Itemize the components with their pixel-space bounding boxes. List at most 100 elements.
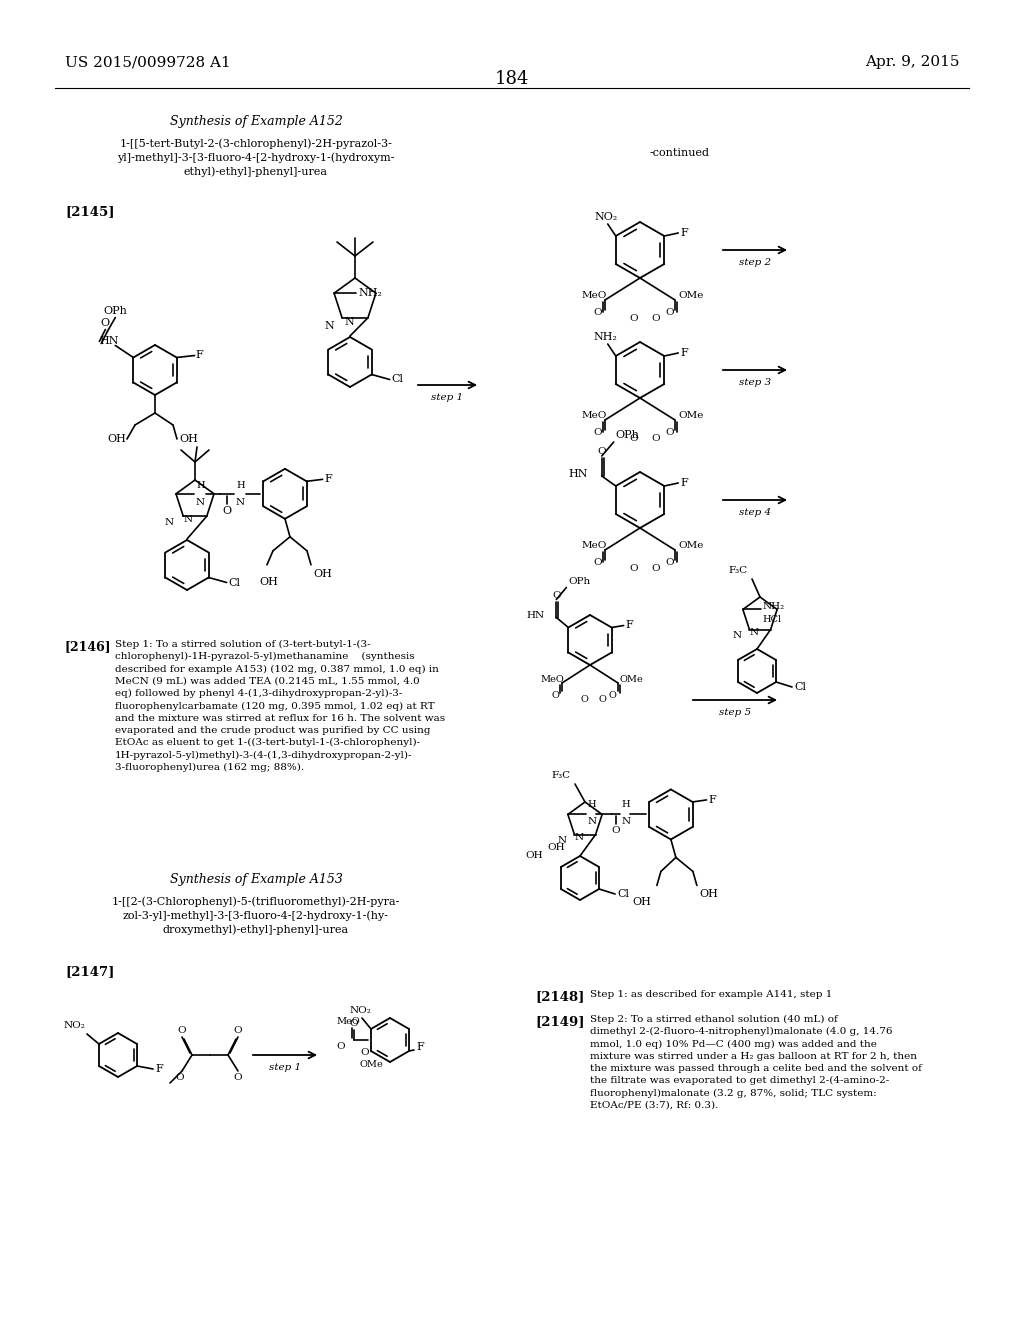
Text: N: N [344,317,354,327]
Text: O: O [630,564,638,573]
Text: Synthesis of Example A152: Synthesis of Example A152 [170,115,342,128]
Text: OH: OH [179,434,198,444]
Text: F: F [680,228,688,238]
Text: F: F [626,620,634,631]
Text: 1-[[2-(3-Chlorophenyl)-5-(trifluoromethyl)-2H-pyra-
zol-3-yl]-methyl]-3-[3-fluor: 1-[[2-(3-Chlorophenyl)-5-(trifluoromethy… [112,896,400,935]
Text: O: O [598,696,606,704]
Text: HN: HN [568,469,588,479]
Text: [2148]: [2148] [535,990,585,1003]
Text: MeO: MeO [336,1016,359,1026]
Text: OPh: OPh [615,430,640,440]
Text: O: O [360,1048,369,1057]
Text: Cl: Cl [617,888,629,899]
Text: H: H [196,480,205,490]
Text: Synthesis of Example A153: Synthesis of Example A153 [170,873,342,886]
Text: OPh: OPh [568,577,591,586]
Text: Cl: Cl [794,682,806,692]
Text: OPh: OPh [103,305,127,315]
Text: F: F [416,1041,424,1052]
Text: O: O [594,308,602,317]
Text: [2147]: [2147] [65,965,115,978]
Text: step 2: step 2 [739,257,771,267]
Text: 1-[[5-tert-Butyl-2-(3-chlorophenyl)-2H-pyrazol-3-
yl]-methyl]-3-[3-fluoro-4-[2-h: 1-[[5-tert-Butyl-2-(3-chlorophenyl)-2H-p… [118,139,394,177]
Text: step 1: step 1 [269,1063,301,1072]
Text: F: F [325,474,333,484]
Text: OH: OH [106,434,126,444]
Text: O: O [651,564,660,573]
Text: O: O [608,690,616,700]
Text: O: O [349,1019,358,1028]
Text: N: N [750,628,759,638]
Text: step 3: step 3 [739,378,771,387]
Text: Cl: Cl [391,375,403,384]
Text: N: N [574,833,584,842]
Text: H: H [622,800,631,809]
Text: N: N [325,321,334,331]
Text: O: O [176,1073,184,1082]
Text: O: O [630,434,638,444]
Text: -continued: -continued [650,148,710,158]
Text: N: N [557,836,566,845]
Text: N: N [236,498,245,507]
Text: O: O [233,1073,243,1082]
Text: OH: OH [632,898,651,907]
Text: O: O [222,506,231,516]
Text: NH₂: NH₂ [594,333,617,342]
Text: N: N [732,631,741,640]
Text: US 2015/0099728 A1: US 2015/0099728 A1 [65,55,230,69]
Text: O: O [552,590,561,599]
Text: step 4: step 4 [739,508,771,517]
Text: N: N [164,517,173,527]
Text: OH: OH [259,577,279,587]
Text: NO₂: NO₂ [594,213,617,222]
Text: O: O [597,447,606,455]
Text: OMe: OMe [620,675,644,684]
Text: MeO: MeO [540,675,564,684]
Text: MeO: MeO [582,412,607,421]
Text: MeO: MeO [582,541,607,550]
Text: O: O [551,690,559,700]
Text: NO₂: NO₂ [63,1020,85,1030]
Text: N: N [196,498,205,507]
Text: [2146]: [2146] [65,640,112,653]
Text: OH: OH [313,569,332,578]
Text: O: O [580,696,588,704]
Text: OMe: OMe [678,412,703,421]
Text: H: H [588,800,597,809]
Text: HN: HN [99,337,119,346]
Text: N: N [588,817,597,826]
Text: O: O [651,314,660,323]
Text: O: O [651,434,660,444]
Text: OMe: OMe [678,541,703,550]
Text: F: F [196,351,204,360]
Text: N: N [183,515,193,524]
Text: OH: OH [699,890,718,899]
Text: Cl: Cl [228,578,241,587]
Text: OH: OH [525,850,543,859]
Text: O: O [178,1026,186,1035]
Text: F₃C: F₃C [729,566,748,576]
Text: F: F [709,795,716,805]
Text: O: O [666,308,675,317]
Text: NO₂: NO₂ [350,1006,372,1015]
Text: [2149]: [2149] [535,1015,585,1028]
Text: [2145]: [2145] [65,205,115,218]
Text: HN: HN [526,611,545,620]
Text: OH: OH [547,843,564,853]
Text: O: O [594,558,602,568]
Text: OMe: OMe [678,292,703,301]
Text: F₃C: F₃C [552,771,571,780]
Text: F: F [680,478,688,488]
Text: NH₂: NH₂ [763,602,785,611]
Text: step 1: step 1 [431,393,464,403]
Text: F: F [680,348,688,358]
Text: NH₂: NH₂ [358,288,382,298]
Text: O: O [611,826,621,836]
Text: O: O [666,428,675,437]
Text: MeO: MeO [582,292,607,301]
Text: step 5: step 5 [719,708,751,717]
Text: Apr. 9, 2015: Apr. 9, 2015 [865,55,961,69]
Text: O: O [100,318,110,327]
Text: F: F [155,1064,163,1074]
Text: Step 1: To a stirred solution of (3-tert-butyl-1-(3-
chlorophenyl)-1H-pyrazol-5-: Step 1: To a stirred solution of (3-tert… [115,640,445,772]
